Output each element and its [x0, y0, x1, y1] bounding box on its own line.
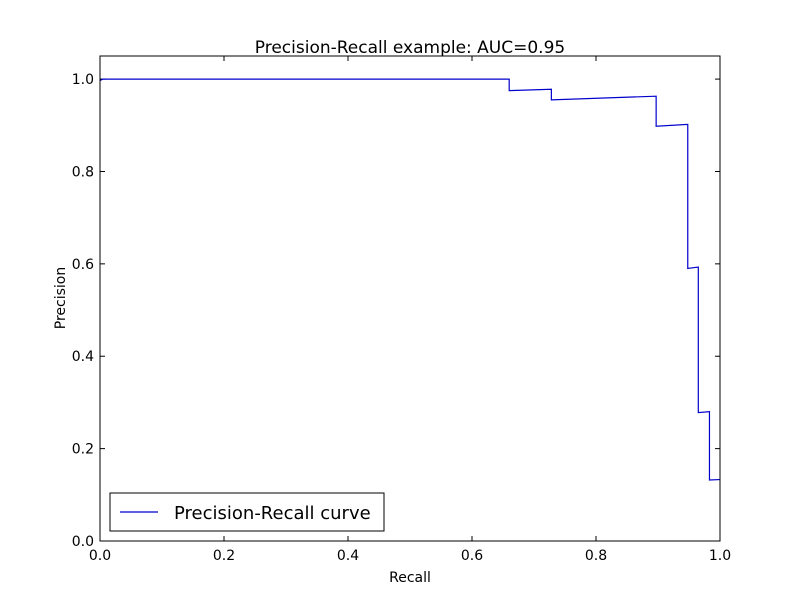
y-tick-label: 0.6: [72, 257, 94, 273]
x-tick-label: 1.0: [709, 548, 731, 564]
x-axis-label: Recall: [389, 570, 431, 586]
chart-title: Precision-Recall example: AUC=0.95: [255, 38, 565, 58]
y-tick-label: 0.0: [72, 534, 94, 550]
y-axis-label: Precision: [53, 267, 69, 329]
x-tick-label: 0.8: [585, 548, 607, 564]
x-axis-ticks: 0.0 0.2 0.4 0.6 0.8 1.0: [89, 56, 731, 564]
x-tick-label: 0.4: [337, 548, 359, 564]
precision-recall-curve: [99, 78, 721, 481]
x-tick-label: 0.0: [89, 548, 111, 564]
y-axis-ticks: 0.0 0.2 0.4 0.6 0.8 1.0: [72, 72, 720, 550]
y-tick-label: 0.2: [72, 442, 94, 458]
y-tick-label: 0.8: [72, 164, 94, 180]
x-tick-label: 0.2: [213, 548, 235, 564]
y-tick-label: 1.0: [72, 72, 94, 88]
legend: Precision-Recall curve: [109, 492, 385, 532]
y-tick-label: 0.4: [72, 349, 94, 365]
plot-area-frame: [99, 55, 721, 542]
x-tick-label: 0.6: [461, 548, 483, 564]
legend-label: Precision-Recall curve: [174, 503, 371, 524]
